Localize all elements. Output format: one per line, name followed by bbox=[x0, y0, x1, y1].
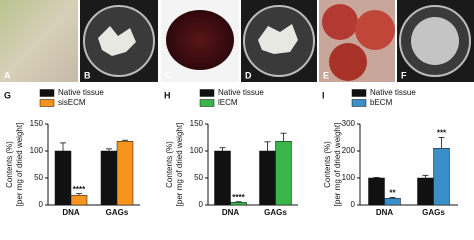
panel-label: C bbox=[165, 70, 172, 80]
panel-label: G bbox=[4, 90, 11, 100]
bar bbox=[433, 148, 450, 206]
y-tick-label: 50 bbox=[34, 173, 43, 182]
y-axis-label: [per mg of dried weight] bbox=[175, 123, 184, 207]
y-tick-label: 0 bbox=[199, 200, 204, 209]
significance: **** bbox=[232, 193, 245, 202]
legend-swatch bbox=[351, 89, 367, 97]
legend-swatch bbox=[39, 89, 55, 97]
legend-swatch bbox=[199, 89, 215, 97]
y-tick-label: 100 bbox=[190, 146, 204, 155]
panel-label: I bbox=[322, 90, 325, 100]
legend-label: lECM bbox=[218, 98, 238, 107]
legend-swatch bbox=[351, 99, 367, 107]
y-axis-label: Contents (%) bbox=[5, 141, 14, 188]
scaffold bbox=[98, 26, 136, 56]
slice bbox=[355, 10, 395, 50]
scaffold bbox=[258, 24, 298, 54]
legend-label: bECM bbox=[370, 98, 393, 107]
scaffold bbox=[411, 17, 459, 65]
y-tick-label: 0 bbox=[39, 200, 44, 209]
y-axis-label: [per mg of dried weight] bbox=[15, 123, 24, 207]
y-axis-label: [per mg of dried weight] bbox=[333, 123, 342, 207]
bar bbox=[54, 150, 72, 206]
legend-swatch bbox=[39, 99, 55, 107]
slice bbox=[322, 4, 358, 40]
bar bbox=[70, 195, 88, 206]
y-axis-label: Contents (%) bbox=[323, 141, 332, 188]
legend-label: Native tissue bbox=[218, 88, 264, 97]
y-tick-label: 50 bbox=[194, 173, 203, 182]
bar bbox=[230, 202, 247, 206]
panel-label: E bbox=[323, 70, 329, 80]
significance: *** bbox=[437, 129, 447, 138]
x-tick-label: GAGs bbox=[106, 208, 129, 217]
panel-label: A bbox=[4, 70, 11, 80]
slice bbox=[329, 43, 367, 81]
legend-label: sisECM bbox=[58, 98, 86, 107]
x-tick-label: DNA bbox=[222, 208, 240, 217]
significance: **** bbox=[73, 185, 86, 194]
panel-label: B bbox=[84, 70, 91, 80]
y-tick-label: 150 bbox=[190, 119, 204, 128]
liver bbox=[166, 10, 234, 70]
x-tick-label: GAGs bbox=[264, 208, 287, 217]
photos: A B C D E F bbox=[0, 0, 474, 82]
panel-label: D bbox=[245, 70, 252, 80]
x-tick-label: DNA bbox=[376, 208, 394, 217]
bar bbox=[275, 141, 292, 206]
legend-label: Native tissue bbox=[370, 88, 416, 97]
legend-label: Native tissue bbox=[58, 88, 104, 97]
bar bbox=[116, 141, 134, 206]
bar bbox=[100, 150, 118, 206]
y-axis-label: Contents (%) bbox=[165, 141, 174, 188]
x-tick-label: DNA bbox=[62, 208, 80, 217]
y-tick-label: 100 bbox=[342, 173, 356, 182]
x-tick-label: GAGs bbox=[422, 208, 445, 217]
bar bbox=[417, 177, 434, 206]
photo-a bbox=[0, 0, 78, 82]
panel-label: H bbox=[164, 90, 171, 100]
bar bbox=[384, 198, 401, 206]
bar bbox=[368, 177, 385, 206]
bar bbox=[259, 150, 276, 206]
significance: ** bbox=[389, 189, 396, 198]
y-tick-label: 100 bbox=[30, 146, 44, 155]
y-tick-label: 150 bbox=[30, 119, 44, 128]
bar bbox=[214, 150, 231, 206]
y-tick-label: 0 bbox=[351, 200, 356, 209]
y-tick-label: 300 bbox=[342, 119, 356, 128]
panel-label: F bbox=[401, 70, 407, 80]
y-tick-label: 200 bbox=[342, 146, 356, 155]
legend-swatch bbox=[199, 99, 215, 107]
